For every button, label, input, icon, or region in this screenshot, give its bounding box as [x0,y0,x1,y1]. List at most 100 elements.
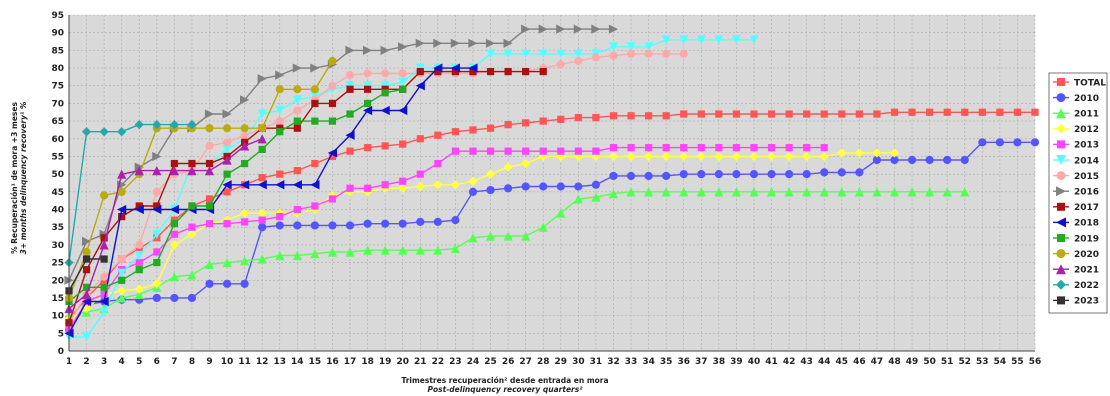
data-point [662,112,670,120]
data-point [697,110,705,118]
data-point [732,144,741,152]
data-point [679,151,689,162]
data-point [679,35,689,45]
data-point [521,24,531,34]
legend-entry: 2010 [1074,94,1099,104]
data-point [257,208,267,218]
data-point [275,180,285,190]
data-point [557,147,565,155]
data-point [837,187,847,197]
data-point [258,174,266,182]
data-point [450,38,460,48]
data-point [644,49,653,59]
data-point [204,166,215,176]
data-point [99,307,109,317]
x-tick-label: 27 [519,357,532,367]
x-tick-label: 43 [800,357,813,367]
data-point [170,159,178,168]
data-point [802,187,812,197]
x-tick-label: 45 [836,357,849,367]
data-point [469,67,477,76]
data-point [538,49,548,59]
data-point [257,180,267,190]
legend-marker [1056,249,1066,259]
data-point [504,147,512,155]
x-tick-label: 8 [189,357,195,367]
data-point [608,189,619,199]
x-tick-label: 1 [66,357,72,367]
series-line [68,191,965,317]
data-point [644,171,653,181]
y-tick-label: 60 [51,135,64,145]
data-point [942,187,952,197]
data-point [293,124,301,132]
data-point [416,170,424,178]
data-point [889,148,900,158]
data-point [293,167,301,175]
data-point [486,185,495,195]
legend-marker [1057,234,1065,242]
data-point [117,254,126,264]
data-point [978,138,987,147]
data-point [696,35,706,45]
data-point [539,182,548,191]
x-tick-label: 29 [555,357,568,367]
data-point [311,202,319,210]
data-point [257,74,267,84]
data-point [539,67,547,76]
legend-entry: 2022 [1074,281,1099,291]
legend-marker [1057,296,1065,305]
data-point [222,109,232,119]
x-tick-label: 54 [994,357,1007,367]
data-point [135,258,143,267]
data-point [205,195,214,203]
data-point [521,231,531,241]
data-point [503,162,513,172]
data-point [240,208,250,218]
y-tick-label: 45 [51,188,64,198]
data-point [187,229,197,239]
data-point [327,247,338,257]
data-point [99,127,109,137]
data-point [433,180,443,190]
data-point [346,147,354,155]
x-tick-label: 16 [326,357,339,367]
legend-entry: 2012 [1074,125,1099,135]
data-point [557,115,565,123]
data-point [345,221,355,230]
data-point [749,35,759,45]
x-tick-label: 2 [83,357,89,367]
x-tick-label: 13 [273,357,286,367]
data-point [204,109,215,119]
x-tick-label: 31 [590,357,603,367]
data-point [522,147,530,155]
data-point [362,245,373,255]
data-point [662,49,671,59]
data-point [345,71,355,80]
data-point [785,144,793,152]
data-point [820,110,828,118]
data-point [276,213,284,221]
data-point [591,192,601,202]
data-point [81,236,92,246]
data-point [310,63,320,73]
data-point [381,142,389,150]
y-tick-label: 30 [51,241,64,251]
data-point [240,256,250,266]
data-point [767,144,776,152]
data-point [275,85,284,94]
x-tick-label: 40 [748,357,761,367]
data-point [99,240,109,250]
data-point [205,159,214,168]
x-tick-label: 4 [119,357,125,367]
data-point [328,117,337,125]
data-point [855,168,864,177]
data-point [100,191,109,200]
plot-area [69,15,1035,351]
data-point [240,279,249,288]
data-point [434,131,442,139]
data-point [943,155,952,165]
x-tick-label: 34 [642,357,655,367]
data-point [1031,108,1039,116]
